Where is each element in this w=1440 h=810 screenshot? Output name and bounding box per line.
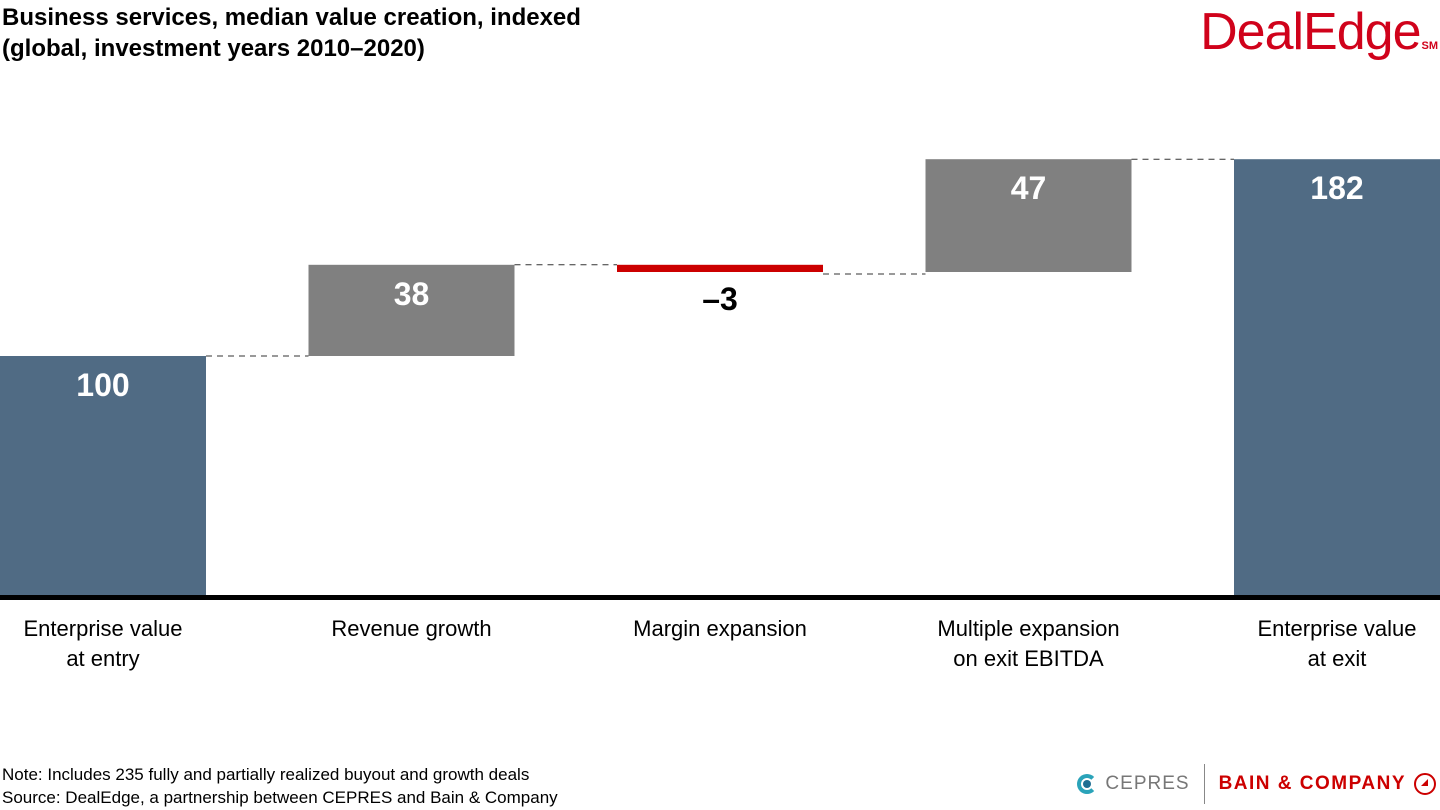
category-label-2-0: Margin expansion	[633, 616, 807, 641]
category-label-0-1: at entry	[66, 646, 139, 671]
footnotes: Note: Includes 235 fully and partially r…	[2, 763, 558, 809]
data-label-0: 100	[76, 367, 129, 403]
category-label-4-1: at exit	[1308, 646, 1367, 671]
data-label-4: 182	[1310, 170, 1363, 206]
bar-2	[617, 264, 823, 272]
waterfall-chart: 100 Enterprise value at entry 38 Revenue gro…	[0, 158, 1440, 671]
cepres-icon	[1077, 774, 1098, 794]
logo-mark: SM	[1421, 40, 1439, 52]
bain-icon	[1414, 773, 1436, 795]
bain-logo: BAIN & COMPANY	[1219, 773, 1436, 795]
bain-text: BAIN & COMPANY	[1218, 773, 1406, 794]
partner-logos: CEPRES BAIN & COMPANY	[1077, 762, 1436, 806]
dealedge-logo: DealEdgeSM	[1200, 2, 1438, 62]
title-line-1: Business services, median value creation…	[2, 4, 581, 31]
data-label-1: 38	[394, 276, 430, 312]
category-label-4-0: Enterprise value	[1258, 616, 1417, 641]
source-text: Source: DealEdge, a partnership between …	[2, 788, 558, 807]
category-label-3-0: Multiple expansion	[937, 616, 1119, 641]
data-label-2: –3	[702, 281, 738, 317]
category-label-3-1: on exit EBITDA	[953, 646, 1104, 671]
note-text: Note: Includes 235 fully and partially r…	[2, 765, 530, 784]
category-label-0-0: Enterprise value	[24, 616, 183, 641]
cepres-logo: CEPRES	[1077, 773, 1189, 795]
cepres-text: CEPRES	[1105, 773, 1190, 794]
category-label-1-0: Revenue growth	[331, 616, 491, 641]
logo-text: DealEdge	[1200, 3, 1421, 61]
title-line-2: (global, investment years 2010–2020)	[2, 35, 425, 62]
bar-0	[0, 356, 206, 596]
logo-divider	[1203, 764, 1205, 804]
bar-4	[1234, 159, 1440, 596]
chart-title: Business services, median value creation…	[2, 2, 581, 64]
bar-1	[308, 264, 515, 356]
bar-3	[925, 159, 1132, 272]
x-axis-line	[0, 595, 1440, 600]
data-label-3: 47	[1011, 170, 1047, 206]
